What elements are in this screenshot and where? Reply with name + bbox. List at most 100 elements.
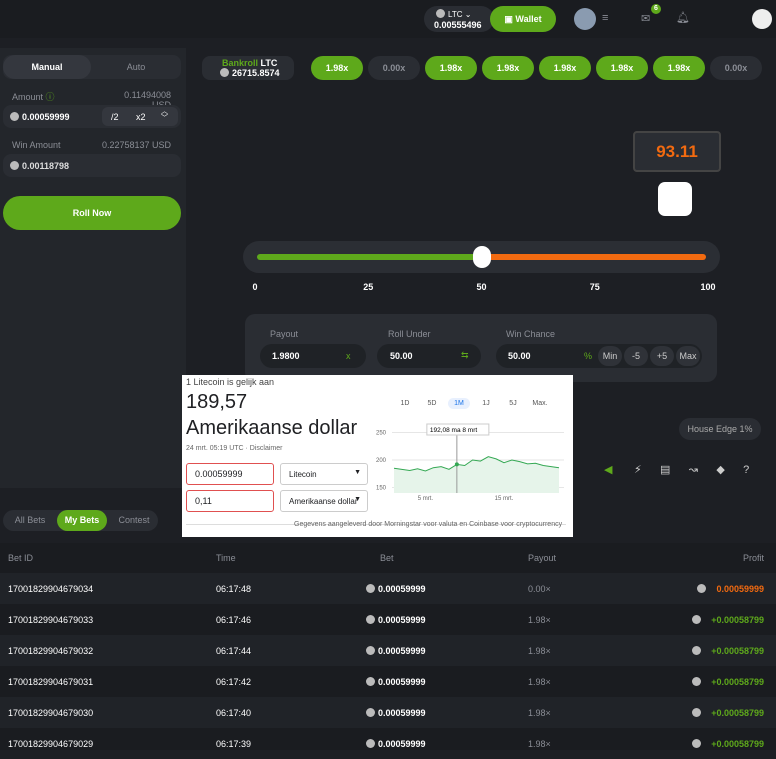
buttons bbox=[102, 107, 178, 126]
avatar[interactable] bbox=[574, 8, 596, 30]
result: 93.11 bbox=[633, 131, 721, 172]
slider-tick: 25 bbox=[363, 282, 374, 292]
cell: 06:17:46 bbox=[216, 615, 252, 625]
value: 0,11 bbox=[195, 496, 212, 506]
history-pill: 1.98x bbox=[653, 56, 705, 80]
currency: Amerikaanse dollar bbox=[186, 417, 358, 439]
cell-value: 0.00059999 bbox=[378, 615, 426, 625]
cell: 1.98× bbox=[528, 739, 551, 749]
adjust-button[interactable]: Min bbox=[598, 346, 622, 366]
range-button[interactable]: 1J bbox=[482, 400, 490, 407]
cell: 17001829904679029 bbox=[8, 739, 94, 749]
range-button[interactable]: 5D bbox=[427, 400, 437, 407]
label: Bankroll bbox=[222, 58, 259, 68]
balance-value: 0.00555496 bbox=[434, 20, 482, 30]
roll-field[interactable] bbox=[377, 344, 481, 368]
cell-value: +0.00058799 bbox=[711, 646, 764, 656]
slider-handle[interactable] bbox=[472, 246, 491, 268]
unit: x bbox=[346, 351, 351, 361]
adjust-button[interactable]: Max bbox=[676, 346, 700, 366]
roll-button[interactable]: Roll Now bbox=[3, 196, 181, 230]
bet-tab[interactable]: Contest bbox=[118, 515, 150, 525]
history-pill: 0.00x bbox=[368, 56, 420, 80]
tab[interactable]: Auto bbox=[126, 62, 146, 72]
tooltip-box bbox=[426, 423, 490, 436]
currency: LTC bbox=[448, 10, 463, 19]
cell-value: 0.00059999 bbox=[378, 646, 426, 656]
column-header: Bet bbox=[380, 553, 394, 563]
range-button[interactable]: 1M bbox=[448, 398, 470, 409]
double-button[interactable]: x2 bbox=[136, 112, 146, 122]
bankroll-value: 26715.8574 bbox=[232, 68, 280, 78]
cell: 0.00059999 bbox=[366, 584, 426, 594]
range-button[interactable]: 1D bbox=[400, 400, 410, 407]
cell: 1.98× bbox=[528, 677, 551, 687]
bell-icon[interactable]: 🔔︎ bbox=[676, 12, 690, 24]
roll-under: 50.00 bbox=[390, 351, 413, 361]
cell: 1.98× bbox=[528, 615, 551, 625]
cell: 06:17:42 bbox=[216, 677, 252, 687]
house-edge: House Edge 1% bbox=[679, 418, 761, 440]
bet-tab[interactable]: My Bets bbox=[57, 510, 107, 531]
cell: 06:17:39 bbox=[216, 739, 252, 749]
cell: 0.00059999 bbox=[366, 646, 426, 656]
unit: % bbox=[584, 351, 593, 361]
history-pill: 1.98x bbox=[311, 56, 363, 80]
mini-chart: 150 200 250 192,08 ma 8 mrt 5 mrt. 15 mrt. bbox=[376, 423, 564, 501]
value: Litecoin bbox=[289, 470, 317, 479]
x-tick-label: 15 mrt. bbox=[495, 496, 514, 501]
history-pill: 1.98x bbox=[425, 56, 477, 80]
logo[interactable] bbox=[752, 9, 772, 29]
bet-row: 17001829904679030 06:17:40 0.00059999 1.98×… bbox=[0, 697, 776, 728]
cell-value: +0.00058799 bbox=[711, 739, 764, 749]
cell: 06:17:44 bbox=[216, 646, 252, 656]
history-pill: 1.98x bbox=[482, 56, 534, 80]
bankroll bbox=[202, 56, 294, 80]
badge: 6 bbox=[651, 4, 661, 14]
column-header: Payout bbox=[528, 553, 557, 563]
bet-row: 17001829904679034 06:17:48 0.00059999 0.00×… bbox=[0, 573, 776, 604]
cell: 1.98× bbox=[528, 646, 551, 656]
y-tick-label: 150 bbox=[376, 486, 387, 492]
input[interactable]: 0.00059999 bbox=[186, 463, 274, 485]
cell: 0.00059999 bbox=[366, 708, 426, 718]
dice-icon bbox=[658, 182, 692, 216]
balance[interactable]: LTC ⌄ 0.00555496 bbox=[424, 6, 494, 32]
line bbox=[393, 456, 560, 472]
win-field bbox=[3, 154, 181, 177]
input[interactable]: 0,11 bbox=[186, 490, 274, 512]
cell: +0.00058799 bbox=[692, 646, 764, 656]
range-button[interactable]: 5J bbox=[509, 400, 517, 407]
cell-value: +0.00058799 bbox=[711, 677, 764, 687]
bet-tab[interactable]: All Bets bbox=[14, 515, 46, 525]
column-header: Time bbox=[216, 553, 236, 563]
history-pill: 0.00x bbox=[710, 56, 762, 80]
cell: 0.00× bbox=[528, 584, 551, 594]
payout-field[interactable] bbox=[260, 344, 366, 368]
tooltip: 192,08 ma 8 mrt bbox=[430, 427, 478, 434]
cell: +0.00058799 bbox=[692, 739, 764, 749]
cell-value: +0.00058799 bbox=[711, 708, 764, 718]
mail-icon[interactable]: ✉ bbox=[641, 13, 651, 25]
cell: 0.00059999 bbox=[366, 739, 426, 749]
cell-value: 0.00059999 bbox=[716, 584, 764, 594]
converter: 1 Litecoin is gelijk aan 189,57 Amerikaa… bbox=[182, 375, 573, 537]
wallet-label: Wallet bbox=[515, 14, 542, 24]
point bbox=[454, 462, 459, 467]
range-button[interactable]: Max. bbox=[532, 400, 548, 407]
menu-icon[interactable]: ≡ bbox=[602, 12, 609, 24]
tab[interactable]: Manual bbox=[3, 55, 91, 79]
half-button[interactable]: /2 bbox=[111, 112, 119, 122]
wallet-button[interactable]: ▣ Wallet bbox=[490, 6, 556, 32]
currency: LTC bbox=[260, 58, 278, 68]
cell: 17001829904679034 bbox=[8, 584, 94, 594]
adjust-button[interactable]: +5 bbox=[650, 346, 674, 366]
adjust-button[interactable]: -5 bbox=[624, 346, 648, 366]
slider-tick: 50 bbox=[476, 282, 487, 292]
select[interactable]: Litecoin ▼ bbox=[280, 463, 368, 485]
history-pill: 1.98x bbox=[539, 56, 591, 80]
area bbox=[394, 456, 559, 493]
usd: 0.22758137 USD bbox=[101, 140, 171, 150]
select[interactable]: Amerikaanse dollar ▼ bbox=[280, 490, 368, 512]
source: Gegevens aangeleverd door Morningstar vo… bbox=[294, 521, 563, 528]
